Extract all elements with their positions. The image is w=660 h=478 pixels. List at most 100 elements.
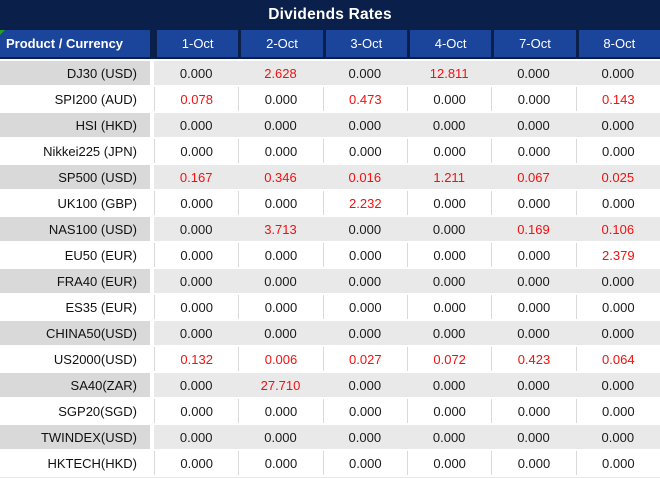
value-cell[interactable]: 0.000: [238, 321, 323, 345]
value-cell[interactable]: 0.000: [575, 139, 660, 163]
value-cell[interactable]: 0.000: [238, 243, 323, 267]
value-cell[interactable]: 0.000: [406, 87, 492, 111]
value-cell[interactable]: 0.025: [575, 165, 660, 189]
value-cell[interactable]: 0.000: [238, 191, 323, 215]
column-header-8-oct[interactable]: 8-Oct: [578, 30, 660, 57]
value-cell[interactable]: 0.067: [491, 165, 576, 189]
value-cell[interactable]: 0.000: [154, 113, 239, 137]
product-cell[interactable]: CHINA50(USD): [0, 321, 150, 345]
value-cell[interactable]: 0.000: [575, 373, 660, 397]
product-cell[interactable]: US2000(USD): [53, 351, 137, 367]
value-cell[interactable]: 0.000: [322, 451, 407, 475]
value-cell[interactable]: 0.000: [238, 451, 323, 475]
value-cell[interactable]: 0.000: [322, 373, 407, 397]
value-cell[interactable]: 0.000: [322, 139, 407, 163]
value-cell[interactable]: 0.000: [491, 269, 576, 293]
value-cell[interactable]: 0.000: [406, 321, 492, 345]
value-cell[interactable]: 0.000: [238, 269, 323, 293]
product-cell[interactable]: HSI (HKD): [0, 113, 150, 137]
value-cell[interactable]: 0.000: [491, 451, 576, 475]
value-cell[interactable]: 0.000: [322, 269, 407, 293]
value-cell[interactable]: 0.000: [406, 373, 492, 397]
value-cell[interactable]: 0.346: [238, 165, 323, 189]
product-cell[interactable]: ES35 (EUR): [65, 299, 137, 315]
product-cell[interactable]: SPI200 (AUD): [54, 91, 137, 107]
product-cell[interactable]: HKTECH(HKD): [47, 455, 137, 471]
value-cell[interactable]: 0.000: [154, 61, 239, 85]
value-cell[interactable]: 0.000: [491, 139, 576, 163]
value-cell[interactable]: 0.000: [154, 425, 239, 449]
value-cell[interactable]: 0.169: [491, 217, 576, 241]
value-cell[interactable]: 0.016: [322, 165, 407, 189]
value-cell[interactable]: 0.027: [322, 347, 407, 371]
product-cell[interactable]: SA40(ZAR): [0, 373, 150, 397]
value-cell[interactable]: 0.000: [491, 113, 576, 137]
value-cell[interactable]: 0.000: [238, 295, 323, 319]
value-cell[interactable]: 0.000: [322, 243, 407, 267]
value-cell[interactable]: 1.211: [406, 165, 492, 189]
column-header-3-oct[interactable]: 3-Oct: [325, 30, 407, 57]
value-cell[interactable]: 0.000: [154, 217, 239, 241]
product-cell[interactable]: SGP20(SGD): [58, 403, 137, 419]
value-cell[interactable]: 0.000: [406, 139, 492, 163]
value-cell[interactable]: 0.000: [406, 295, 492, 319]
value-cell[interactable]: 0.000: [322, 295, 407, 319]
value-cell[interactable]: 0.000: [154, 373, 239, 397]
value-cell[interactable]: 0.000: [491, 61, 576, 85]
value-cell[interactable]: 0.064: [575, 347, 660, 371]
value-cell[interactable]: 0.000: [406, 191, 492, 215]
product-cell[interactable]: DJ30 (USD): [0, 61, 150, 85]
value-cell[interactable]: 0.000: [154, 269, 239, 293]
value-cell[interactable]: 0.000: [154, 399, 239, 423]
value-cell[interactable]: 0.000: [238, 139, 323, 163]
value-cell[interactable]: 0.106: [575, 217, 660, 241]
value-cell[interactable]: 0.000: [238, 425, 323, 449]
product-cell[interactable]: SP500 (USD): [0, 165, 150, 189]
value-cell[interactable]: 0.000: [238, 87, 323, 111]
value-cell[interactable]: 0.000: [575, 425, 660, 449]
value-cell[interactable]: 0.000: [491, 399, 576, 423]
value-cell[interactable]: 0.000: [406, 269, 492, 293]
column-header-4-oct[interactable]: 4-Oct: [409, 30, 492, 57]
value-cell[interactable]: 0.000: [575, 113, 660, 137]
value-cell[interactable]: 0.000: [406, 217, 492, 241]
value-cell[interactable]: 0.000: [491, 373, 576, 397]
value-cell[interactable]: 0.078: [154, 87, 239, 111]
value-cell[interactable]: 0.000: [491, 295, 576, 319]
column-header-7-oct[interactable]: 7-Oct: [494, 30, 576, 57]
value-cell[interactable]: 12.811: [406, 61, 492, 85]
value-cell[interactable]: 0.000: [238, 399, 323, 423]
column-header-1-oct[interactable]: 1-Oct: [157, 30, 239, 57]
value-cell[interactable]: 3.713: [238, 217, 323, 241]
value-cell[interactable]: 0.000: [406, 113, 492, 137]
value-cell[interactable]: 0.006: [238, 347, 323, 371]
product-cell[interactable]: UK100 (GBP): [57, 195, 137, 211]
product-currency-header-cell[interactable]: Product / Currency: [0, 30, 150, 57]
value-cell[interactable]: 0.000: [154, 243, 239, 267]
value-cell[interactable]: 0.423: [491, 347, 576, 371]
value-cell[interactable]: 0.000: [322, 113, 407, 137]
value-cell[interactable]: 0.473: [322, 87, 407, 111]
value-cell[interactable]: 0.000: [238, 113, 323, 137]
value-cell[interactable]: 0.000: [406, 243, 492, 267]
value-cell[interactable]: 0.000: [154, 191, 239, 215]
value-cell[interactable]: 0.000: [575, 321, 660, 345]
value-cell[interactable]: 0.000: [322, 321, 407, 345]
value-cell[interactable]: 0.000: [491, 243, 576, 267]
value-cell[interactable]: 2.628: [238, 61, 323, 85]
product-cell[interactable]: TWINDEX(USD): [0, 425, 150, 449]
value-cell[interactable]: 0.143: [575, 87, 660, 111]
value-cell[interactable]: 0.000: [575, 191, 660, 215]
value-cell[interactable]: 2.232: [322, 191, 407, 215]
value-cell[interactable]: 0.000: [575, 295, 660, 319]
value-cell[interactable]: 0.072: [406, 347, 492, 371]
value-cell[interactable]: 0.000: [575, 399, 660, 423]
value-cell[interactable]: 0.000: [575, 269, 660, 293]
value-cell[interactable]: 0.000: [406, 425, 492, 449]
product-cell[interactable]: NAS100 (USD): [0, 217, 150, 241]
value-cell[interactable]: 0.000: [406, 399, 492, 423]
value-cell[interactable]: 0.000: [322, 217, 407, 241]
value-cell[interactable]: 0.000: [322, 425, 407, 449]
value-cell[interactable]: 0.167: [154, 165, 239, 189]
value-cell[interactable]: 0.000: [154, 295, 239, 319]
